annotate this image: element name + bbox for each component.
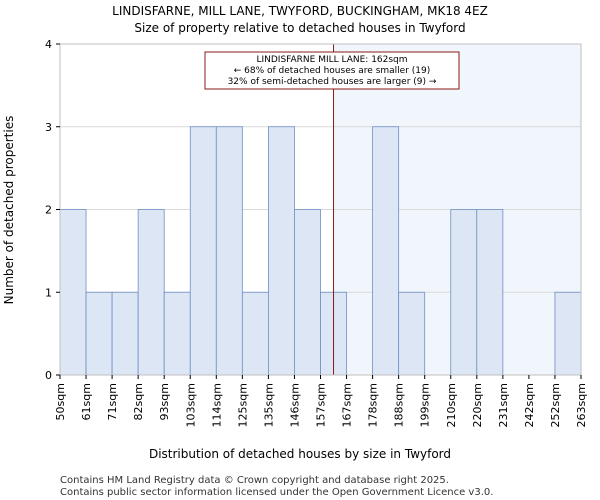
bar xyxy=(111,291,139,376)
x-tick-label: 178sqm xyxy=(367,383,380,427)
bar xyxy=(241,291,269,376)
x-tick-label: 157sqm xyxy=(315,383,328,427)
x-tick-label: 93sqm xyxy=(158,383,171,420)
x-tick-label: 252sqm xyxy=(549,383,562,427)
annotation-border xyxy=(204,51,460,90)
bar xyxy=(189,126,217,376)
x-tick-label: 231sqm xyxy=(497,383,510,427)
annotation-box: LINDISFARNE MILL LANE: 162sqm ← 68% of d… xyxy=(204,51,460,90)
x-tick-label: 188sqm xyxy=(393,383,406,427)
bar xyxy=(450,209,478,376)
bars xyxy=(59,126,582,376)
y-tick-label: 2 xyxy=(45,204,52,217)
bar xyxy=(294,209,321,376)
x-tick-label: 167sqm xyxy=(341,383,354,427)
chart-title: LINDISFARNE, MILL LANE, TWYFORD, BUCKING… xyxy=(112,4,488,18)
x-tick-label: 82sqm xyxy=(132,383,145,420)
x-axis-label: Distribution of detached houses by size … xyxy=(149,447,451,461)
bar xyxy=(163,291,191,376)
bar xyxy=(59,209,87,376)
bar xyxy=(372,126,400,376)
x-tick-label: 50sqm xyxy=(54,383,67,420)
annotation-line-2: ← 68% of detached houses are smaller (19… xyxy=(234,66,431,76)
footer-line-1: Contains HM Land Registry data © Crown c… xyxy=(60,475,449,486)
bar xyxy=(476,209,504,376)
x-tick-label: 263sqm xyxy=(575,383,588,427)
bar xyxy=(398,291,426,376)
x-tick-label: 71sqm xyxy=(106,383,119,420)
bar xyxy=(137,209,165,376)
footer-line-2: Contains public sector information licen… xyxy=(60,487,493,498)
y-axis-ticks: 0 1 2 3 4 xyxy=(45,38,60,382)
annotation-line-3: 32% of semi-detached houses are larger (… xyxy=(228,77,437,87)
y-tick-label: 0 xyxy=(45,369,52,382)
y-tick-label: 3 xyxy=(45,121,52,134)
bar xyxy=(85,291,113,376)
bar xyxy=(267,126,295,376)
x-tick-label: 135sqm xyxy=(262,383,275,427)
y-tick-label: 4 xyxy=(45,38,52,51)
x-axis-ticks: 50sqm 61sqm 71sqm 82sqm 93sqm 103sqm 114sqm 125… xyxy=(54,375,588,427)
x-tick-label: 125sqm xyxy=(236,383,249,427)
x-tick-label: 114sqm xyxy=(210,383,223,427)
x-tick-label: 220sqm xyxy=(471,383,484,427)
plot-area: 0 1 2 3 4 50sqm 61sqm 71sqm 82sqm 93sqm 103sqm 114… xyxy=(45,38,588,427)
y-axis-label: Number of detached properties xyxy=(2,116,16,305)
x-tick-label: 210sqm xyxy=(445,383,458,427)
bar xyxy=(554,291,582,376)
annotation-line-1: LINDISFARNE MILL LANE: 162sqm xyxy=(256,55,407,65)
bar xyxy=(215,126,243,376)
x-tick-label: 61sqm xyxy=(80,383,93,420)
chart-subtitle: Size of property relative to detached ho… xyxy=(134,21,465,35)
x-tick-label: 146sqm xyxy=(288,383,301,427)
x-tick-label: 242sqm xyxy=(523,383,536,427)
y-tick-label: 1 xyxy=(45,286,52,299)
x-tick-label: 199sqm xyxy=(419,383,432,427)
x-tick-label: 103sqm xyxy=(184,383,197,427)
